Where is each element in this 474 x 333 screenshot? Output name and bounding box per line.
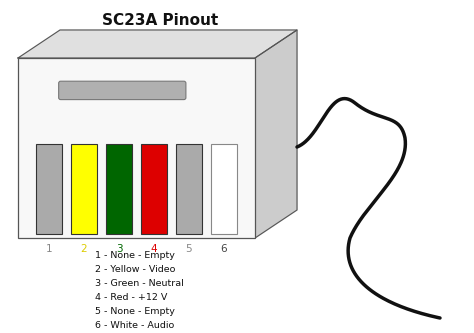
Bar	[211, 144, 237, 234]
FancyBboxPatch shape	[59, 81, 186, 100]
Bar	[141, 144, 167, 234]
Text: 5 - None - Empty: 5 - None - Empty	[95, 307, 175, 316]
Text: 6 - White - Audio: 6 - White - Audio	[95, 321, 174, 330]
Bar	[106, 144, 132, 234]
Polygon shape	[18, 30, 297, 58]
Polygon shape	[255, 30, 297, 238]
Text: 2: 2	[81, 244, 87, 254]
Text: 2 - Yellow - Video: 2 - Yellow - Video	[95, 265, 175, 274]
Bar	[71, 144, 97, 234]
Text: 4: 4	[151, 244, 157, 254]
Bar	[176, 144, 202, 234]
Bar	[18, 58, 255, 238]
Text: 6: 6	[221, 244, 228, 254]
Text: 1: 1	[46, 244, 52, 254]
Bar	[36, 144, 62, 234]
Text: 5: 5	[186, 244, 192, 254]
Text: 3: 3	[116, 244, 122, 254]
Text: 3 - Green - Neutral: 3 - Green - Neutral	[95, 279, 184, 288]
Text: 1 - None - Empty: 1 - None - Empty	[95, 251, 175, 260]
Text: 4 - Red - +12 V: 4 - Red - +12 V	[95, 293, 167, 302]
Text: SC23A Pinout: SC23A Pinout	[102, 13, 218, 28]
